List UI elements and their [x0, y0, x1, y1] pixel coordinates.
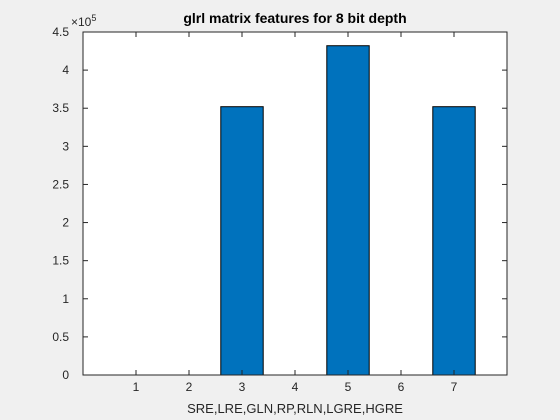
y-tick-label: 3.5 — [52, 101, 69, 115]
bar-3 — [220, 106, 264, 376]
y-tick-label: 3 — [62, 139, 69, 153]
x-tick-label: 1 — [133, 380, 140, 394]
y-tick-label: 4.5 — [52, 25, 69, 39]
y-tick-label: 0 — [62, 368, 69, 382]
y-exponent-base: ×10 — [71, 15, 92, 29]
x-axis-label: SRE,LRE,GLN,RP,RLN,LGRE,HGRE — [187, 401, 403, 416]
chart-title: glrl matrix features for 8 bit depth — [183, 10, 406, 26]
x-tick-label: 3 — [239, 380, 246, 394]
x-tick-label: 2 — [186, 380, 193, 394]
ticks-group: 1 2 3 4 5 6 7 0 0.5 1 1.5 2 2.5 3 3.5 4 4.5 — [52, 25, 507, 394]
bar-5 — [326, 45, 370, 376]
y-tick-label: 1.5 — [52, 254, 69, 268]
x-tick-label: 6 — [398, 380, 405, 394]
y-tick-label: 2.5 — [52, 177, 69, 191]
y-tick-label: 0.5 — [52, 330, 69, 344]
bars-group — [220, 45, 476, 376]
y-tick-label: 2 — [62, 216, 69, 230]
y-exponent-power: 5 — [91, 13, 96, 23]
x-tick-label: 7 — [451, 380, 458, 394]
bar-7 — [432, 106, 476, 376]
x-tick-label: 4 — [292, 380, 299, 394]
y-tick-label: 4 — [62, 63, 69, 77]
y-tick-label: 1 — [62, 292, 69, 306]
x-tick-label: 5 — [345, 380, 352, 394]
y-exponent-label: ×105 — [71, 13, 96, 29]
